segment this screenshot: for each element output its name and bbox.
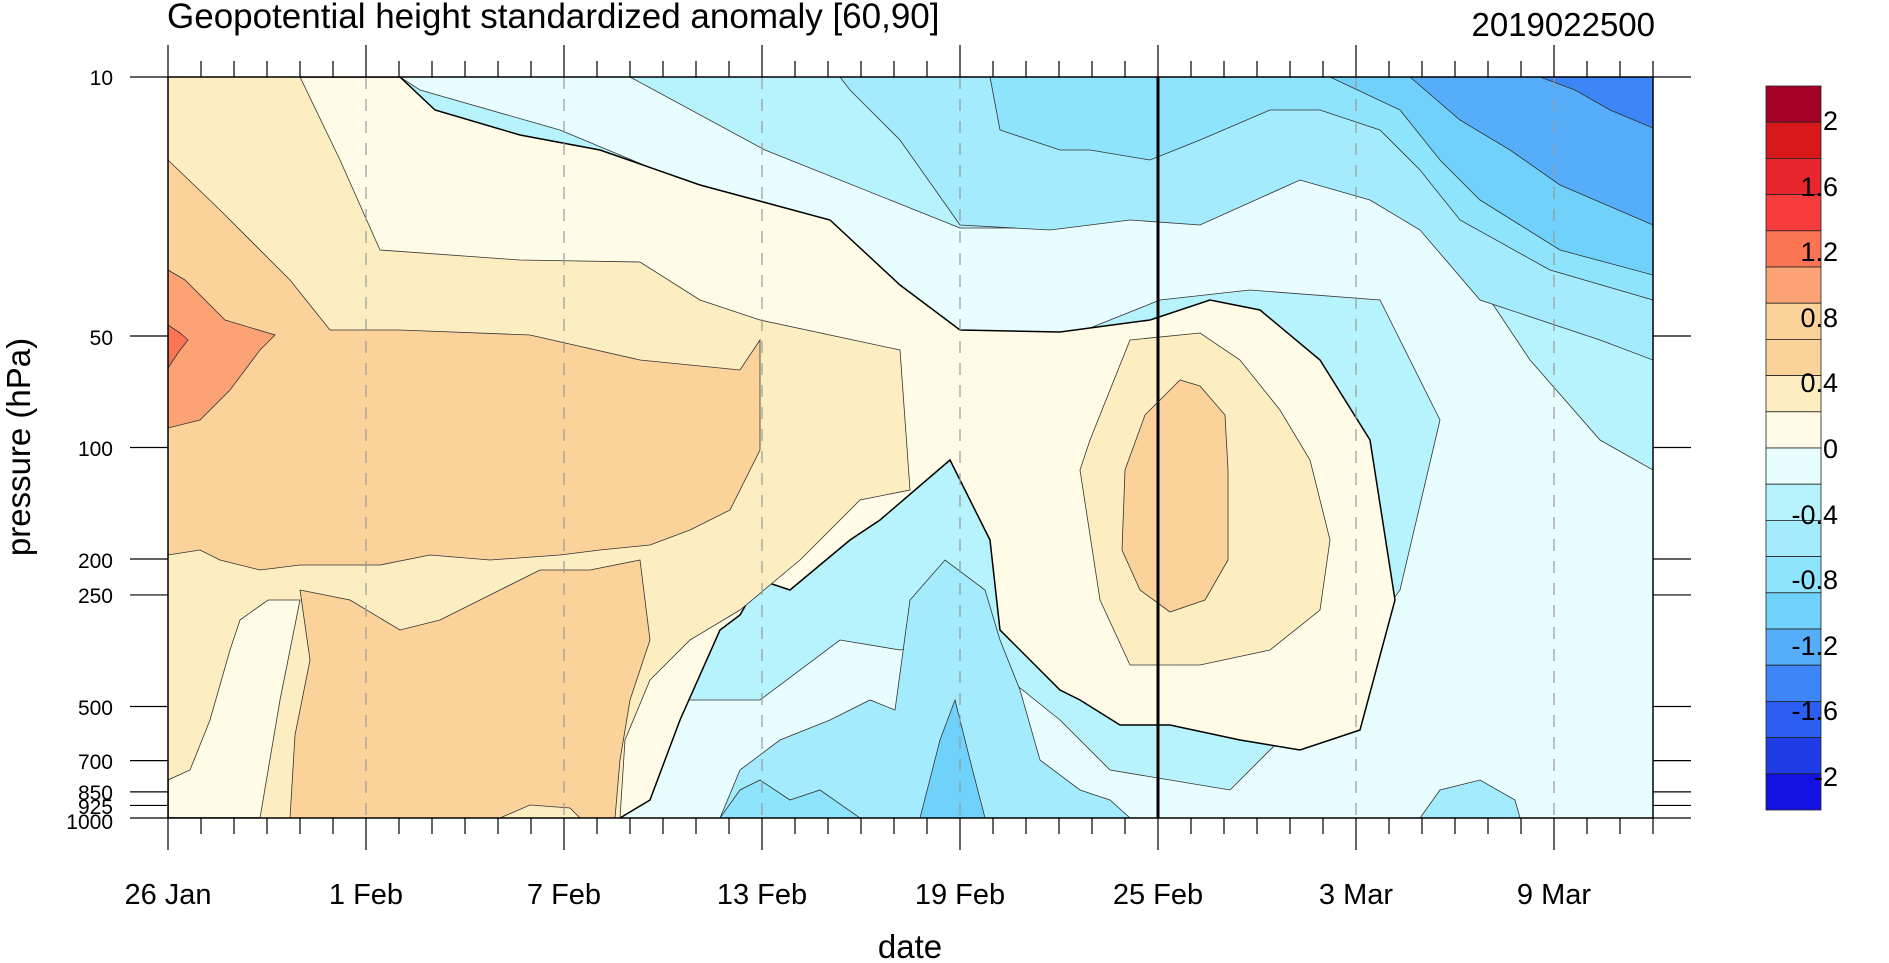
y-tick-label: 1000: [66, 811, 113, 834]
region-1-2: [168, 324, 189, 369]
colorbar-label: -2: [1814, 762, 1838, 792]
colorbar-label: -1.6: [1791, 696, 1838, 726]
colorbar-swatch: [1765, 266, 1822, 304]
y-axis-labels: 10 50 100 200 250 500 700 850 925 1000: [66, 67, 113, 834]
colorbar: [1765, 85, 1822, 811]
region-0-4: [168, 159, 761, 571]
chart-title: Geopotential height standardized anomaly…: [167, 0, 939, 36]
region-0-4-lower: [289, 559, 651, 818]
colorbar-swatch: [1765, 701, 1822, 739]
region-neg-1-2-top: [1409, 77, 1653, 226]
colorbar-swatch: [1765, 483, 1822, 521]
colorbar-label: 1.2: [1800, 237, 1838, 267]
colorbar-swatch: [1765, 773, 1822, 811]
x-tick-label: 19 Feb: [915, 879, 1005, 911]
region-neg-0-6-bottom: [719, 559, 1131, 818]
region-neg-0-6-right: [1419, 779, 1521, 818]
region-0-4-feb25: [1121, 379, 1229, 613]
x-tick-label: 1 Feb: [329, 879, 403, 911]
colorbar-swatch: [1765, 85, 1822, 123]
colorbar-swatch: [1765, 664, 1822, 702]
colorbar-swatch: [1765, 338, 1822, 376]
x-tick-label: 3 Mar: [1319, 879, 1393, 911]
x-tick-label: 7 Feb: [527, 879, 601, 911]
x-tick-label: 25 Feb: [1113, 879, 1203, 911]
y-tick-label: 50: [90, 327, 113, 350]
colorbar-swatch: [1765, 556, 1822, 594]
y-tick-label: 200: [78, 550, 113, 573]
colorbar-labels: 2 1.6 1.2 0.8 0.4 0 -0.4 -0.8 -1.2 -1.6 …: [1791, 106, 1838, 792]
colorbar-swatch: [1765, 302, 1822, 340]
y-tick-label: 100: [78, 438, 113, 461]
colorbar-label: 1.6: [1800, 172, 1838, 202]
run-label: 2019022500: [1471, 6, 1655, 43]
x-axis-ticks: [167, 45, 1654, 850]
colorbar-swatch: [1765, 121, 1822, 159]
colorbar-swatch: [1765, 194, 1822, 232]
colorbar-label: -0.4: [1791, 500, 1838, 530]
y-tick-label: 10: [90, 67, 113, 90]
colorbar-swatch: [1765, 447, 1822, 485]
colorbar-label: 0.4: [1800, 368, 1838, 398]
region-0-8: [168, 269, 276, 429]
y-axis-ticks: [130, 76, 1691, 819]
colorbar-label: 0.8: [1800, 303, 1838, 333]
colorbar-swatch: [1765, 737, 1822, 775]
y-axis-title: pressure (hPa): [0, 338, 37, 556]
x-tick-label: 13 Feb: [717, 879, 807, 911]
colorbar-label: 2: [1823, 106, 1838, 136]
colorbar-label: -1.2: [1791, 631, 1838, 661]
dashed-date-lines: [365, 77, 1555, 818]
x-tick-label: 26 Jan: [124, 879, 211, 911]
y-tick-label: 925: [78, 796, 113, 819]
colorbar-label: -0.8: [1791, 565, 1838, 595]
y-tick-label: 700: [78, 751, 113, 774]
y-tick-label: 250: [78, 585, 113, 608]
colorbar-label: 0: [1823, 434, 1838, 464]
x-axis-labels: 26 Jan 1 Feb 7 Feb 13 Feb 19 Feb 25 Feb …: [124, 879, 1591, 911]
x-axis-title: date: [878, 928, 942, 963]
y-tick-label: 500: [78, 697, 113, 720]
x-tick-label: 9 Mar: [1517, 879, 1591, 911]
colorbar-swatch: [1765, 592, 1822, 630]
y-tick-label: 850: [78, 782, 113, 805]
region-neg-1-0-bottom: [919, 698, 986, 818]
colorbar-swatch: [1765, 230, 1822, 268]
region-neg-0-8-bottom: [719, 779, 861, 818]
region-neg-1-4-top: [1539, 77, 1653, 129]
colorbar-swatch: [1765, 411, 1822, 449]
contour-field: [168, 77, 1653, 818]
